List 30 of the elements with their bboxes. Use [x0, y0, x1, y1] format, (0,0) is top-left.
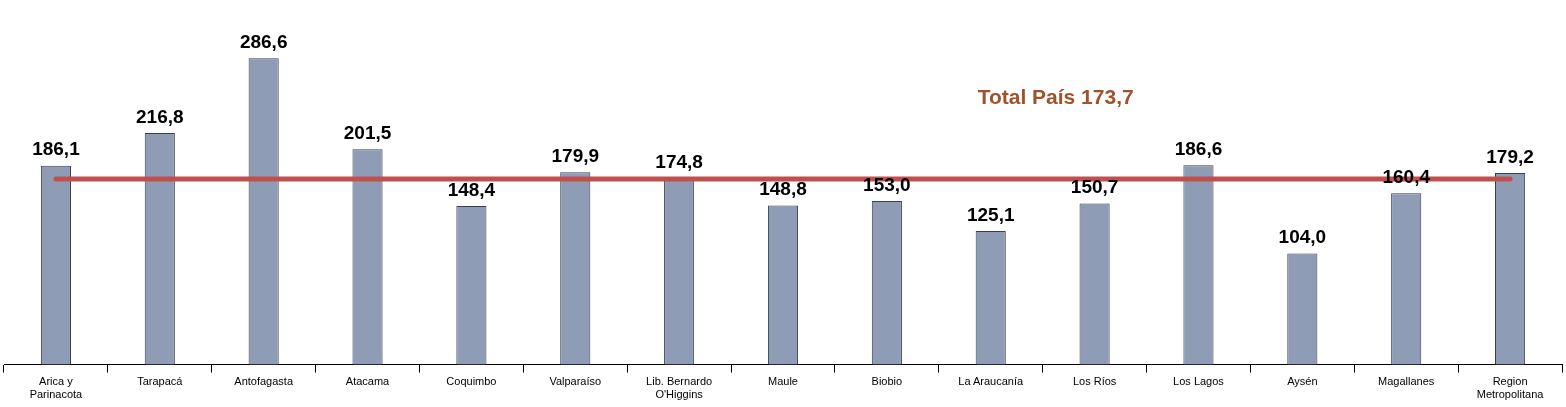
- data-label: 216,8: [136, 105, 184, 127]
- x-tick-label: Los Lagos: [1173, 375, 1225, 388]
- data-label: 104,0: [1278, 226, 1327, 248]
- data-label: 174,8: [655, 150, 703, 172]
- x-tick-label: Atacama: [345, 375, 391, 388]
- x-tick-label: Biobio: [871, 375, 903, 388]
- data-label: 179,2: [1486, 145, 1534, 167]
- x-tick-label: Coquimbo: [446, 375, 497, 388]
- data-label: 150,7: [1070, 176, 1119, 198]
- data-label: 186,6: [1174, 137, 1223, 159]
- x-tick-label: Magallanes: [1378, 375, 1435, 388]
- x-tick-label: Region Metropolitana: [1476, 375, 1545, 401]
- data-label: 148,8: [759, 178, 807, 200]
- x-tick-label: Arica y Parinacota: [29, 375, 84, 401]
- x-tick-label: La Araucanía: [958, 375, 1025, 388]
- x-tick-label: Tarapacá: [137, 375, 184, 388]
- data-label: 201,5: [343, 122, 392, 143]
- x-tick-label: Lib. Bernardo O'Higgins: [646, 375, 713, 401]
- x-tick-label: Antofagasta: [234, 375, 294, 388]
- x-tick-label: Valparaíso: [549, 375, 602, 388]
- data-label: 125,1: [966, 203, 1015, 225]
- x-tick-label: Maule: [768, 375, 798, 388]
- data-label: 286,6: [239, 31, 288, 53]
- data-label: 148,4: [447, 178, 496, 200]
- data-label: 160,4: [1382, 165, 1431, 187]
- x-tick-label: Aysén: [1287, 375, 1318, 388]
- data-label: 186,1: [32, 138, 81, 160]
- data-label: 179,9: [551, 145, 600, 167]
- x-tick-label: Los Ríos: [1072, 375, 1117, 388]
- ref-line-label: Total País 173,7: [977, 85, 1134, 109]
